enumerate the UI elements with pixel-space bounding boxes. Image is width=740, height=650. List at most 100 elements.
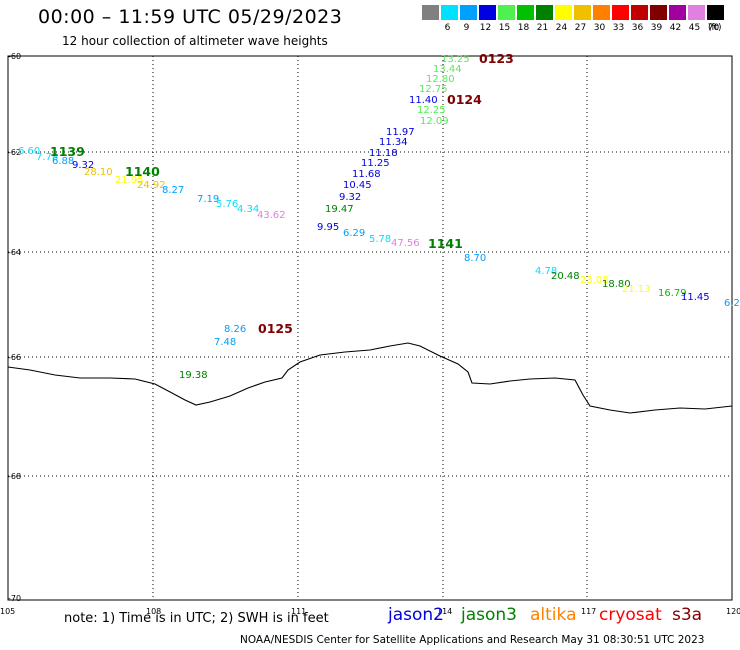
wave-height-label: 6.88 (52, 156, 74, 167)
legend-label: 27 (574, 23, 587, 33)
legend-swatch (441, 5, 458, 20)
legend-label: 21 (536, 23, 549, 33)
legend-label: 15 (498, 23, 511, 33)
pass-time-label: 0124 (447, 92, 482, 107)
pass-time-label: 0125 (258, 321, 293, 336)
legend-swatch (460, 5, 477, 20)
wave-height-label: 7.78 (36, 152, 58, 163)
longitude-label: 120 (726, 607, 740, 616)
longitude-label: 117 (581, 607, 596, 616)
legend-swatch (555, 5, 572, 20)
legend-label: 33 (612, 23, 625, 33)
legend-swatch (536, 5, 553, 20)
legend-unit: (ft) (708, 23, 722, 33)
wave-height-label: 19.38 (179, 370, 208, 381)
wave-height-label: 11.68 (352, 169, 381, 180)
wave-height-label: 21.95 (115, 175, 144, 186)
legend-label: 30 (593, 23, 606, 33)
legend-label: 42 (669, 23, 682, 33)
wave-height-label: 11.45 (681, 292, 710, 303)
legend-swatch (669, 5, 686, 20)
wave-height-label: 11.25 (361, 158, 390, 169)
note-text: note: 1) Time is in UTC; 2) SWH is in fe… (64, 611, 329, 626)
wave-height-label: 19.47 (325, 204, 354, 215)
wave-height-label: 12.09 (420, 116, 449, 127)
wave-height-label: 9.32 (72, 160, 94, 171)
longitude-label: 105 (0, 607, 15, 616)
wave-height-label: 7.19 (197, 194, 219, 205)
satellite-name: s3a (672, 605, 703, 625)
wave-height-label: 47.56 (391, 238, 420, 249)
page-subtitle: 12 hour collection of altimeter wave hei… (62, 34, 328, 48)
wave-height-label: 21.13 (622, 284, 651, 295)
legend-label: 39 (650, 23, 663, 33)
legend-swatch (612, 5, 629, 20)
wave-height-label: 12.25 (417, 105, 446, 116)
wave-height-label: 11.97 (386, 127, 415, 138)
legend-label: 45 (688, 23, 701, 33)
credit-line: NOAA/NESDIS Center for Satellite Applica… (240, 634, 705, 646)
wave-height-label: 43.62 (257, 210, 286, 221)
wave-height-label: 28.10 (84, 167, 113, 178)
legend-swatch (688, 5, 705, 20)
wave-height-label: 5.76 (216, 199, 238, 210)
longitude-label: 108 (146, 607, 161, 616)
legend-swatch (650, 5, 667, 20)
latitude-label: -62 (8, 148, 21, 157)
legend-label: 9 (463, 23, 470, 33)
wave-height-label: 11.34 (379, 137, 408, 148)
legend-label: 12 (479, 23, 492, 33)
legend-label: 70 (707, 23, 720, 33)
wave-height-label: 11.40 (409, 95, 438, 106)
legend-label: 24 (555, 23, 568, 33)
wave-height-label: 4.34 (237, 204, 259, 215)
wave-height-label: 11.18 (369, 148, 398, 159)
latitude-label: -66 (8, 353, 21, 362)
wave-height-label: 6.29 (343, 228, 365, 239)
wave-height-label: 9.95 (317, 222, 339, 233)
satellite-name: cryosat (599, 605, 662, 625)
page-title: 00:00 – 11:59 UTC 05/29/2023 (38, 6, 343, 28)
latitude-label: -68 (8, 472, 21, 481)
map-frame (7, 55, 733, 601)
legend-label: 18 (517, 23, 530, 33)
pass-time-label: 1139 (50, 144, 85, 159)
latitude-label: -70 (8, 594, 21, 603)
legend-swatch (517, 5, 534, 20)
longitude-label: 114 (437, 607, 452, 616)
wave-height-label: 13.44 (433, 64, 462, 75)
satellite-name: altika (530, 605, 577, 625)
wave-height-label: 9.32 (339, 192, 361, 203)
wave-height-label: 6.60 (18, 146, 40, 157)
wave-height-label: 16.79 (658, 288, 687, 299)
wave-height-label: 5.78 (369, 234, 391, 245)
wave-height-label: 13.25 (441, 54, 470, 65)
legend-label: 6 (444, 23, 451, 33)
satellite-name: jason3 (461, 605, 517, 625)
wave-height-label: 8.26 (224, 324, 246, 335)
wave-height-label: 12.75 (419, 84, 448, 95)
pass-time-label: 0123 (479, 51, 514, 66)
legend-swatch (631, 5, 648, 20)
legend-label: 36 (631, 23, 644, 33)
wave-height-label: 12.80 (426, 74, 455, 85)
wave-height-label: 8.70 (464, 253, 486, 264)
coastline (7, 342, 733, 414)
pass-time-label: 1140 (125, 164, 160, 179)
longitude-label: 111 (291, 607, 306, 616)
wave-height-label: 24.92 (137, 180, 166, 191)
wave-height-label: 10.45 (343, 180, 372, 191)
legend-swatch (707, 5, 724, 20)
pass-time-label: 1141 (428, 236, 463, 251)
wave-height-label: 7.48 (214, 337, 236, 348)
legend-swatch (422, 5, 439, 20)
legend-swatch (498, 5, 515, 20)
satellite-name: jason2 (388, 605, 444, 625)
wave-height-label: 18.80 (602, 279, 631, 290)
wave-height-label: 23.08 (580, 275, 609, 286)
legend-swatch (593, 5, 610, 20)
wave-height-label: 6.2 (724, 298, 740, 309)
latitude-label: -64 (8, 248, 21, 257)
wave-height-label: 4.78 (535, 266, 557, 277)
